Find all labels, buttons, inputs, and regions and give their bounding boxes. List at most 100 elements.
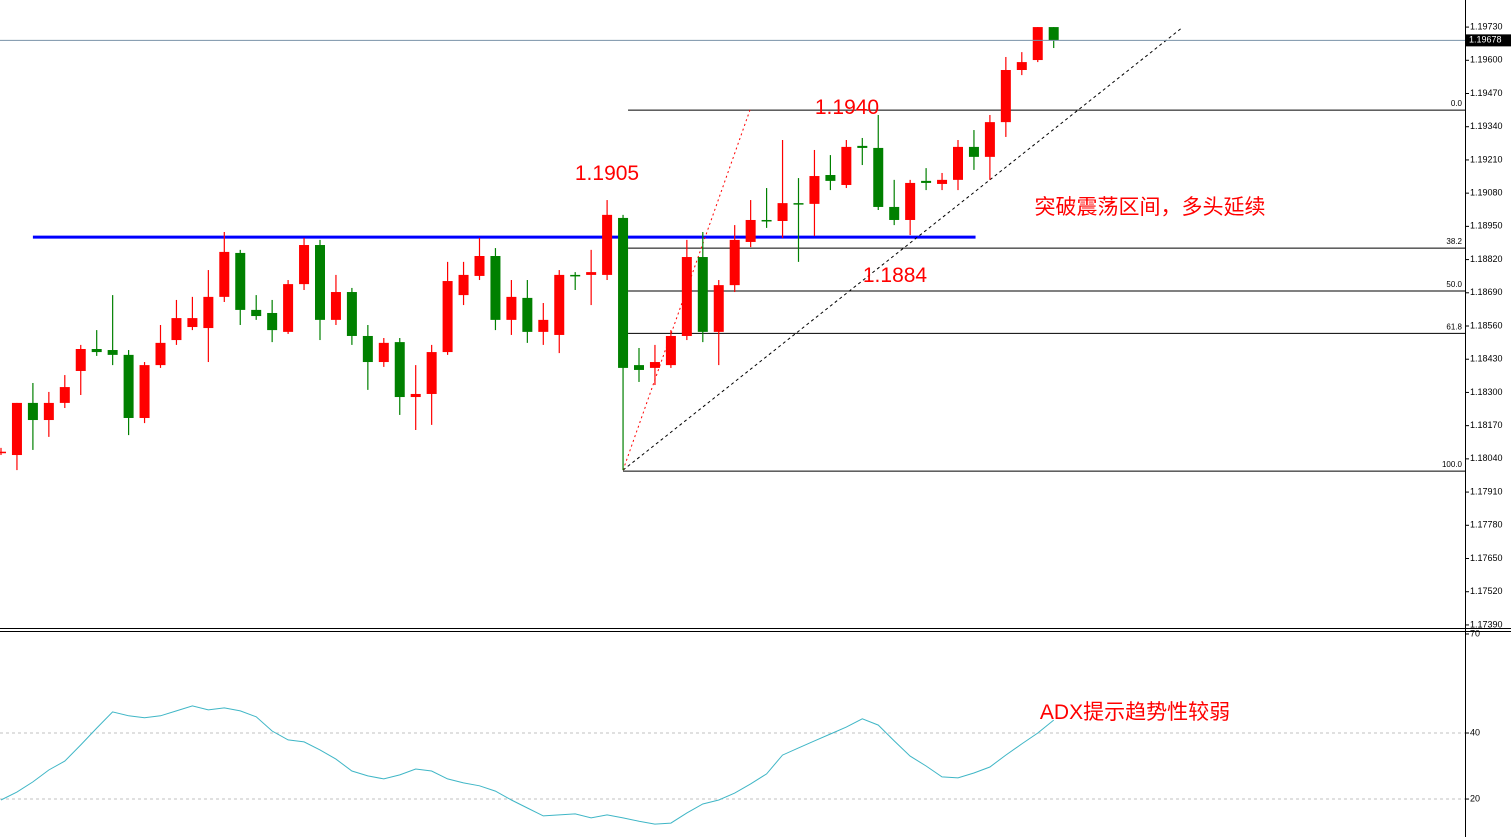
candle-body — [538, 319, 549, 332]
y-tick-label: 1.17390 — [1470, 619, 1503, 629]
y-tick-label: 1.19340 — [1470, 121, 1503, 131]
candle-body — [522, 297, 533, 332]
trendline — [622, 26, 1184, 471]
candle-body — [570, 274, 581, 277]
y-tick-label: 1.18300 — [1470, 387, 1503, 397]
y-tick-label: 1.18430 — [1470, 354, 1503, 364]
fib-label: 61.8 — [1446, 323, 1462, 332]
candle-body — [490, 256, 501, 320]
candle-body — [825, 175, 836, 181]
y-tick-label: 1.19210 — [1470, 154, 1503, 164]
candle-body — [697, 257, 708, 332]
annotation: 1.1940 — [815, 96, 879, 119]
candle-body — [921, 180, 932, 183]
y-tick-label: 20 — [1470, 793, 1480, 803]
candle-body — [554, 274, 565, 335]
candle-body — [793, 203, 804, 205]
annotation: 突破震荡区间，多头延续 — [1035, 196, 1266, 219]
candle-body — [330, 292, 341, 320]
candle-body — [458, 274, 469, 296]
candle-body — [602, 214, 613, 275]
y-tick-label: 1.19080 — [1470, 188, 1503, 198]
candle-body — [841, 146, 852, 185]
candle-body — [346, 292, 357, 336]
candle-body — [11, 402, 22, 456]
candle-body — [267, 312, 278, 331]
y-tick-label: 1.18170 — [1470, 420, 1503, 430]
y-tick-label: 1.18560 — [1470, 320, 1503, 330]
fib-label: 50.0 — [1446, 280, 1462, 289]
annotation: 1.1884 — [863, 264, 928, 287]
fib-label: 100.0 — [1442, 460, 1463, 469]
candle-body — [729, 239, 740, 286]
candle-body — [442, 281, 453, 353]
candle-body — [905, 182, 916, 220]
candle-body — [984, 122, 995, 157]
y-tick-label: 1.19470 — [1470, 88, 1503, 98]
y-tick-label: 1.17650 — [1470, 553, 1503, 563]
fib-label: 38.2 — [1446, 237, 1462, 246]
candle-body — [953, 146, 963, 180]
candle-body — [889, 206, 900, 220]
candle-body — [1000, 70, 1011, 123]
y-tick-label: 1.17780 — [1470, 520, 1503, 530]
candle-body — [203, 296, 214, 329]
candle-body — [426, 352, 437, 394]
y-tick-label: 1.19600 — [1470, 55, 1503, 65]
candle-body — [0, 451, 6, 454]
candle-body — [394, 342, 405, 398]
annotation: 1.1905 — [575, 162, 639, 185]
candle-body — [618, 217, 629, 368]
candle-body — [43, 402, 54, 421]
candle-body — [123, 354, 134, 418]
y-tick-label: 1.18820 — [1470, 254, 1503, 264]
candle-body — [474, 256, 485, 276]
candle-body — [1032, 27, 1043, 61]
y-tick-label: 70 — [1470, 628, 1480, 638]
candle-body — [27, 402, 38, 421]
candle-body — [171, 318, 182, 341]
y-tick-label: 1.18040 — [1470, 453, 1503, 463]
candle-body — [155, 342, 166, 366]
y-tick-label: 40 — [1470, 727, 1480, 737]
candle-body — [187, 318, 198, 328]
candle-body — [586, 272, 597, 275]
candle-body — [761, 219, 772, 222]
candle-body — [777, 203, 788, 222]
candle-body — [968, 146, 979, 157]
candle-body — [634, 365, 644, 370]
candle-body — [665, 335, 676, 366]
candle-body — [251, 309, 262, 317]
candle-body — [857, 145, 868, 148]
y-tick-label: 1.17520 — [1470, 586, 1503, 596]
y-tick-label: 1.19730 — [1470, 21, 1503, 31]
candle-body — [1016, 62, 1027, 71]
y-tick-label: 1.17910 — [1470, 486, 1503, 496]
candle-body — [139, 365, 150, 418]
candle-body — [315, 245, 325, 320]
candle-body — [873, 147, 884, 207]
annotation: ADX提示趋势性较弱 — [1040, 701, 1230, 724]
candle-body — [91, 349, 102, 353]
candle-body — [649, 362, 660, 368]
candle-body — [809, 176, 820, 204]
candle-body — [59, 387, 70, 403]
candle-body — [219, 251, 230, 297]
candle-body — [299, 245, 310, 285]
candle-body — [1048, 27, 1059, 41]
y-tick-label: 1.18950 — [1470, 221, 1503, 231]
fib-label: 0.0 — [1451, 99, 1463, 108]
adx-line — [0, 705, 1055, 825]
current-price-label: 1.19678 — [1469, 35, 1502, 45]
candle-body — [75, 349, 86, 371]
candle-body — [937, 179, 948, 184]
y-tick-label: 1.18690 — [1470, 287, 1503, 297]
candle-body — [713, 285, 724, 332]
candle-body — [362, 335, 373, 363]
candle-body — [506, 296, 517, 320]
candle-body — [378, 342, 389, 363]
candle-body — [410, 393, 421, 398]
